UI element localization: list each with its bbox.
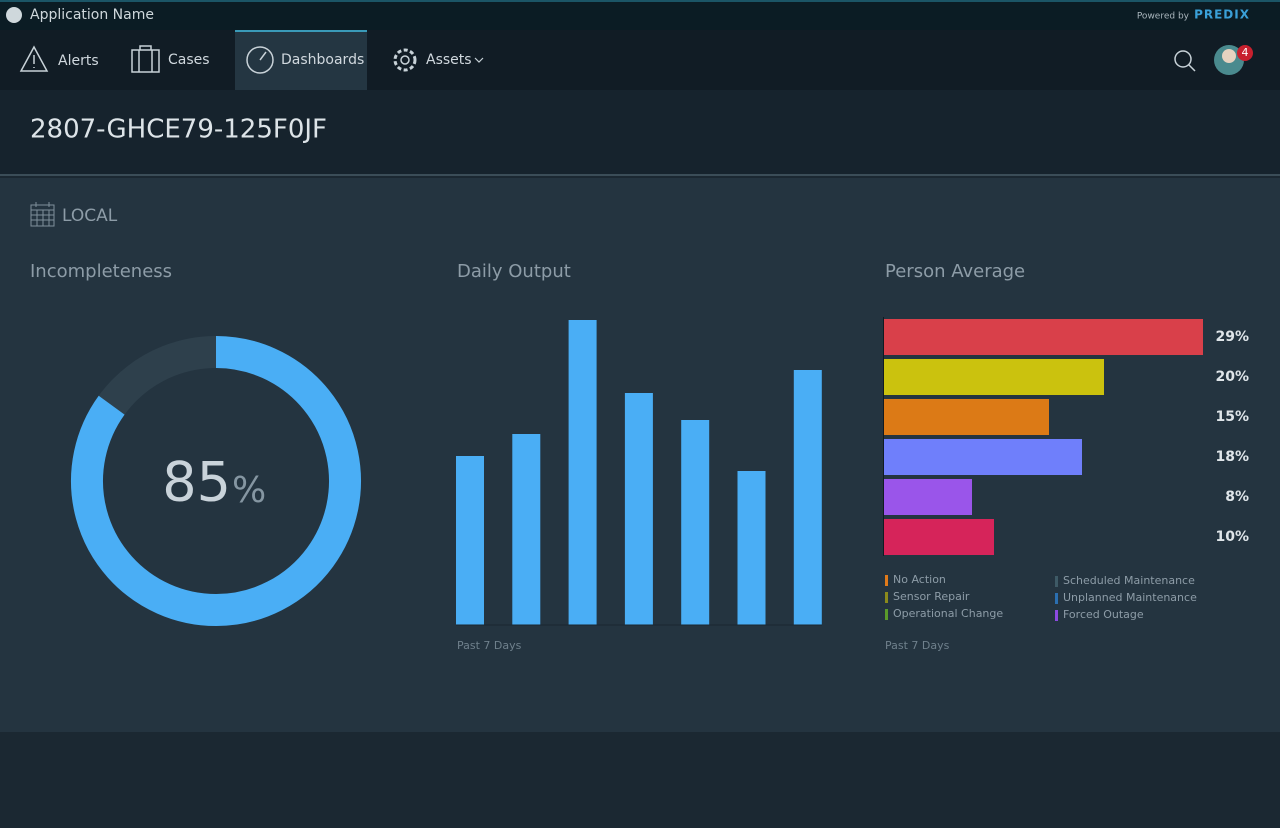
brand: PREDIX bbox=[1194, 8, 1250, 22]
divider bbox=[0, 174, 1280, 176]
value-label: 20% bbox=[1215, 369, 1249, 385]
alerts-icon bbox=[19, 45, 49, 72]
bar bbox=[793, 370, 822, 625]
dropdown-caret bbox=[474, 57, 484, 63]
search-handle bbox=[1188, 64, 1196, 72]
dashboards-icon bbox=[246, 46, 274, 74]
bar bbox=[568, 320, 597, 625]
value-label: 18% bbox=[1215, 449, 1249, 465]
value-label: 29% bbox=[1215, 329, 1249, 345]
assets-icon bbox=[393, 48, 417, 72]
nav-item[interactable]: Assets bbox=[426, 52, 472, 68]
bar bbox=[681, 420, 710, 625]
title-bar bbox=[0, 90, 1280, 174]
legend-swatch bbox=[1055, 576, 1058, 587]
powered-by: Powered by bbox=[1137, 12, 1190, 22]
top-bar bbox=[0, 0, 1280, 30]
top-border bbox=[0, 0, 1280, 2]
calendar-icon bbox=[30, 202, 55, 227]
card-title: Daily Output bbox=[457, 261, 571, 282]
legend-label: Operational Change bbox=[893, 607, 1003, 620]
card-title: Person Average bbox=[885, 261, 1025, 282]
legend-label: No Action bbox=[893, 573, 946, 586]
nav-item[interactable]: Dashboards bbox=[281, 52, 364, 68]
hbar bbox=[884, 519, 994, 555]
badge-count: 4 bbox=[1242, 46, 1249, 59]
legend-swatch bbox=[1055, 593, 1058, 604]
legend-label: Forced Outage bbox=[1063, 608, 1144, 621]
donut-unit: % bbox=[232, 470, 266, 511]
legend-swatch bbox=[885, 609, 888, 620]
legend-label: Scheduled Maintenance bbox=[1063, 574, 1195, 587]
donut-value: 85 bbox=[162, 451, 231, 514]
footnote: Past 7 Days bbox=[885, 639, 950, 652]
hbar bbox=[884, 359, 1104, 395]
hbar bbox=[884, 439, 1082, 475]
hbar bbox=[884, 399, 1049, 435]
active-tab-border bbox=[235, 30, 367, 32]
legend-swatch bbox=[885, 592, 888, 603]
active-tab bbox=[235, 30, 367, 90]
legend-label: Sensor Repair bbox=[893, 590, 970, 603]
assets-icon-center bbox=[400, 55, 410, 65]
section-label: LOCAL bbox=[62, 206, 118, 226]
badge bbox=[1237, 45, 1253, 61]
value-label: 15% bbox=[1215, 409, 1249, 425]
hbar bbox=[884, 479, 972, 515]
logo bbox=[6, 7, 22, 23]
donut-arc bbox=[71, 336, 361, 626]
dashboards-needle bbox=[259, 51, 267, 61]
nav-bar bbox=[0, 30, 1280, 90]
footnote: Past 7 Days bbox=[457, 639, 522, 652]
app-name: Application Name bbox=[30, 7, 154, 23]
avatar-face bbox=[1222, 49, 1236, 63]
bar bbox=[456, 456, 484, 625]
value-label: 10% bbox=[1215, 529, 1249, 545]
legend-label: Unplanned Maintenance bbox=[1063, 591, 1197, 604]
bar bbox=[512, 434, 541, 625]
hbar bbox=[884, 319, 1203, 355]
nav-item[interactable]: Cases bbox=[168, 52, 210, 68]
page-title: 2807-GHCE79-125F0JF bbox=[30, 115, 327, 145]
cases-icon bbox=[131, 45, 160, 73]
value-label: 8% bbox=[1225, 489, 1249, 505]
card-title: Incompleteness bbox=[30, 261, 172, 282]
legend-swatch bbox=[885, 575, 888, 586]
bar bbox=[737, 471, 766, 625]
bar bbox=[624, 393, 653, 625]
nav-item[interactable]: Alerts bbox=[58, 53, 99, 69]
search-icon[interactable] bbox=[1174, 50, 1192, 68]
legend-swatch bbox=[1055, 610, 1058, 621]
